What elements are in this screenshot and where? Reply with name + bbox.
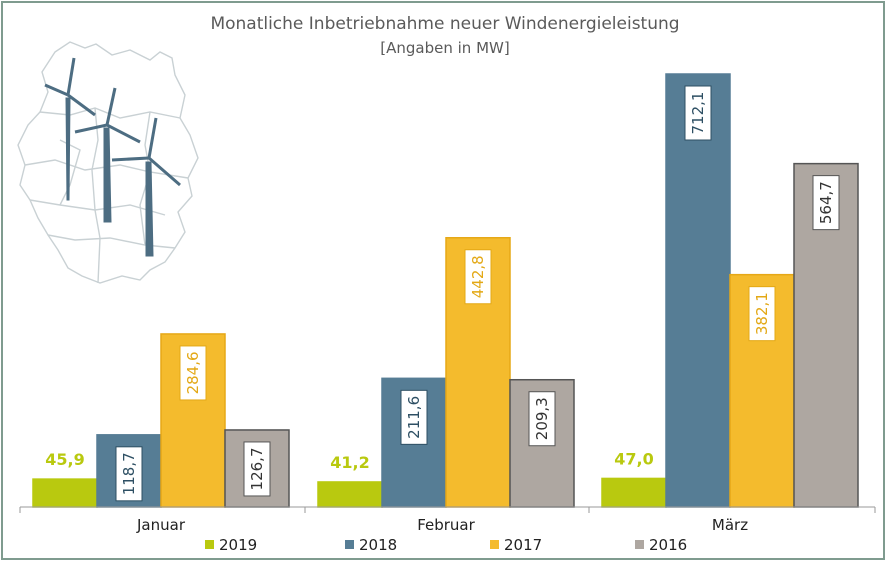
x-tick-label: Januar	[136, 516, 186, 534]
legend-swatch-2016	[635, 540, 644, 549]
data-label-box	[115, 446, 143, 502]
data-label-box	[748, 286, 776, 342]
data-label-2016-januar: 126,7	[248, 447, 266, 490]
bar-2019-februar	[317, 481, 383, 508]
data-label-2017-januar: 284,6	[184, 351, 202, 394]
x-axis-labels: Januar Februar März	[136, 516, 748, 534]
data-labels-layer: 45,9 41,2 47,0 118,7 211,6 712,1 284,6 442,8 382…	[45, 85, 840, 502]
legend-label-2019: 2019	[219, 536, 257, 554]
legend-swatch-2019	[205, 540, 214, 549]
data-label-box	[464, 249, 492, 305]
wind-turbine-icon	[44, 57, 181, 257]
legend-label-2017: 2017	[504, 536, 542, 554]
bar-2019-januar	[32, 478, 98, 508]
data-label-2016-februar: 209,3	[533, 397, 551, 440]
legend: 2019 2018 2017 2016	[205, 536, 687, 554]
data-label-2017-märz: 382,1	[753, 292, 771, 335]
x-axis-ticks	[19, 507, 876, 513]
data-label-2019-januar: 45,9	[45, 450, 84, 469]
data-label-2019-märz: 47,0	[614, 449, 653, 468]
data-label-box	[684, 85, 712, 141]
data-label-box	[528, 391, 556, 447]
data-label-2017-februar: 442,8	[469, 255, 487, 298]
legend-swatch-2017	[490, 540, 499, 549]
data-label-box	[400, 389, 428, 445]
data-label-2018-märz: 712,1	[689, 92, 707, 135]
data-label-box	[243, 441, 271, 497]
legend-swatch-2018	[345, 540, 354, 549]
x-tick-label: Februar	[417, 516, 475, 534]
legend-label-2018: 2018	[359, 536, 397, 554]
data-label-box	[179, 345, 207, 401]
bar-2019-märz	[601, 477, 667, 508]
x-tick-label: März	[712, 516, 748, 534]
data-label-2019-februar: 41,2	[330, 453, 369, 472]
legend-label-2016: 2016	[649, 536, 687, 554]
data-label-2018-januar: 118,7	[120, 452, 138, 495]
data-label-2018-februar: 211,6	[405, 396, 423, 439]
chart-title: Monatliche Inbetriebnahme neuer Windener…	[210, 14, 680, 34]
data-label-box	[812, 175, 840, 231]
bars-layer	[32, 73, 859, 508]
germany-map-icon	[17, 41, 199, 284]
chart-subtitle: [Angaben in MW]	[380, 39, 510, 57]
data-label-2016-märz: 564,7	[817, 181, 835, 224]
